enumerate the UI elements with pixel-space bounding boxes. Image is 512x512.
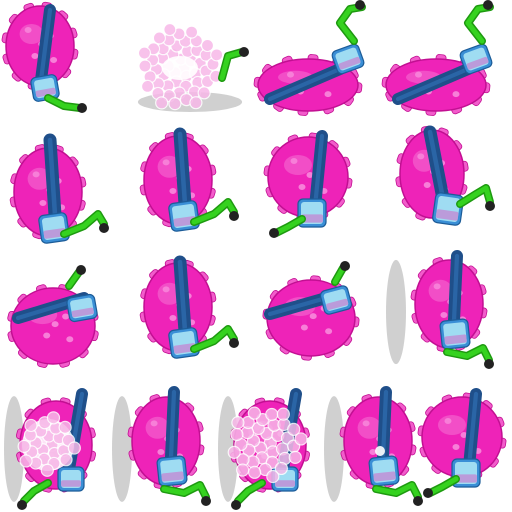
monster-sprite (137, 22, 249, 112)
sprite-frame (256, 256, 374, 368)
sprite-frame (128, 255, 240, 374)
sprite-frame (110, 386, 211, 512)
monster-sprite (7, 265, 99, 368)
sprite-frame (128, 127, 240, 248)
monster-sprite (4, 388, 97, 510)
sprite-frame (256, 128, 368, 250)
sprite-frame (384, 124, 496, 244)
sprite-frame (384, 250, 502, 374)
monster-sprite (9, 133, 109, 244)
monster-sprite (381, 0, 494, 116)
monster-sprite (253, 0, 366, 116)
monster-sprite (262, 261, 360, 361)
monster-sprite (395, 125, 495, 226)
sprite-frame (322, 386, 423, 512)
monster-sprite (218, 388, 311, 510)
monster-sprite (417, 388, 507, 498)
sprite-frame (128, 22, 252, 114)
sprite-frame (4, 265, 114, 376)
monster-sprite (112, 386, 211, 506)
sprite-frame (2, 386, 102, 512)
sprite-frame (253, 0, 380, 116)
monster-sprite (139, 127, 239, 232)
monster-sprite (324, 386, 423, 506)
sprite-frame (0, 1, 88, 114)
sprite-frame (2, 133, 109, 266)
monster-sprite (263, 130, 353, 238)
sprite-frame (417, 386, 512, 512)
monster-sprite (139, 255, 239, 359)
monster-sprite (386, 250, 494, 369)
sprite-frame (381, 0, 508, 116)
monster-sprite (1, 1, 87, 113)
sprite-frame (216, 386, 316, 512)
